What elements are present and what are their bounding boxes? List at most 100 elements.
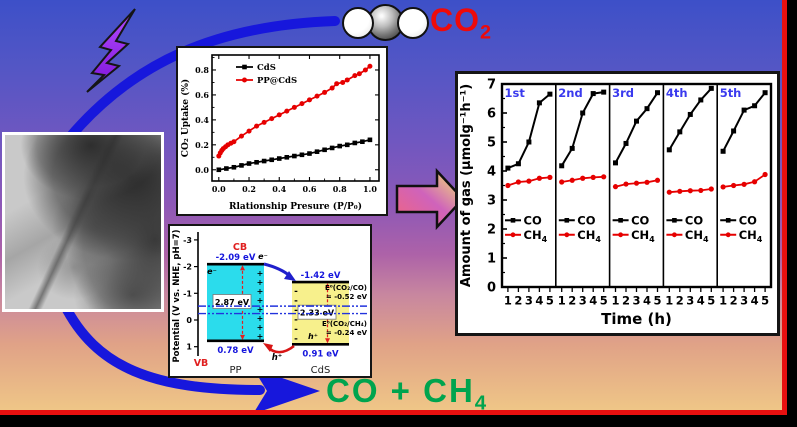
svg-text:PP: PP xyxy=(229,365,241,376)
svg-text:0.2: 0.2 xyxy=(195,140,209,150)
svg-text:1: 1 xyxy=(186,343,192,352)
svg-text:Amount of gas (μmolg⁻¹h⁻¹): Amount of gas (μmolg⁻¹h⁻¹) xyxy=(459,84,474,287)
lightning-icon xyxy=(86,8,136,93)
co2-molecule-icon xyxy=(342,4,430,44)
svg-text:0: 0 xyxy=(487,281,496,296)
svg-text:h⁺: h⁺ xyxy=(272,353,283,363)
svg-text:= -0.24 eV: = -0.24 eV xyxy=(326,329,368,337)
svg-text:CH4: CH4 xyxy=(631,228,655,244)
svg-text:e⁻: e⁻ xyxy=(258,252,268,261)
ch4-series xyxy=(666,186,714,195)
svg-text:1st: 1st xyxy=(505,86,526,100)
svg-text:+: + xyxy=(257,269,264,278)
co2-label: CO2 xyxy=(430,2,492,44)
co-series xyxy=(720,90,768,154)
svg-text:0.8: 0.8 xyxy=(195,65,209,75)
svg-text:CO: CO xyxy=(577,213,595,227)
svg-text:-: - xyxy=(294,287,298,297)
svg-text:0.78 eV: 0.78 eV xyxy=(217,346,254,356)
series-CdS xyxy=(216,137,373,173)
ch4-series xyxy=(720,171,768,190)
svg-text:-: - xyxy=(294,297,298,307)
svg-text:-2: -2 xyxy=(183,263,192,272)
co2-label-main: CO xyxy=(430,2,480,38)
svg-text:-: - xyxy=(294,306,298,316)
svg-text:5: 5 xyxy=(761,294,769,308)
svg-text:5: 5 xyxy=(707,294,715,308)
svg-text:0.0: 0.0 xyxy=(195,165,209,175)
svg-text:3rd: 3rd xyxy=(612,86,634,100)
co-series xyxy=(613,90,660,166)
svg-text:E⁰(CO₂/CO): E⁰(CO₂/CO) xyxy=(325,284,367,292)
svg-text:+: + xyxy=(257,323,264,332)
co2-uptake-chart-svg: 0.0 0.2 0.4 0.6 0.8 1.0 0.0 0.2 0.4 0.6 0.8 Rlation… xyxy=(180,54,380,212)
svg-text:4: 4 xyxy=(751,294,759,308)
svg-text:5: 5 xyxy=(653,294,661,308)
svg-text:1: 1 xyxy=(719,294,727,308)
svg-text:2: 2 xyxy=(676,294,684,308)
svg-text:3: 3 xyxy=(525,294,533,308)
svg-text:-3: -3 xyxy=(183,236,192,245)
co-series xyxy=(505,91,553,171)
series-PP@CdS xyxy=(216,63,373,159)
svg-text:Potential (V vs. NHE, pH=7): Potential (V vs. NHE, pH=7) xyxy=(172,229,182,362)
svg-text:-1.42 eV: -1.42 eV xyxy=(301,271,341,281)
svg-text:+: + xyxy=(257,278,264,287)
svg-text:0.6: 0.6 xyxy=(303,184,317,194)
svg-text:CH4: CH4 xyxy=(524,228,548,244)
svg-text:1: 1 xyxy=(558,294,566,308)
band-diagram-svg: -3 -2 -1 0 1 Potential (V vs. NHE, pH=7) 2.87 … xyxy=(172,229,368,376)
svg-text:4: 4 xyxy=(643,294,651,308)
svg-text:0.2: 0.2 xyxy=(242,184,256,194)
svg-text:CdS: CdS xyxy=(257,63,276,73)
svg-text:5th: 5th xyxy=(720,86,742,100)
svg-text:0.4: 0.4 xyxy=(195,115,209,125)
svg-text:VB: VB xyxy=(194,358,209,369)
cycling-performance-chart: 0 1 2 3 4 5 6 7 Amount of gas (μmolg⁻¹h⁻¹) 1st 1 2 3… xyxy=(455,71,780,336)
svg-text:E⁰(CO₂/CH₄): E⁰(CO₂/CH₄) xyxy=(322,320,367,328)
svg-text:h⁺: h⁺ xyxy=(308,332,318,341)
svg-text:-: - xyxy=(294,325,298,335)
curved-arrow-to-products-icon xyxy=(59,299,320,414)
ch4-series xyxy=(612,177,661,190)
svg-text:CB: CB xyxy=(233,242,247,253)
co-series xyxy=(666,85,714,153)
svg-text:3: 3 xyxy=(579,294,587,308)
oxygen-atom-icon xyxy=(342,7,374,39)
svg-text:-: - xyxy=(294,316,298,326)
svg-text:= -0.52 eV: = -0.52 eV xyxy=(326,293,368,301)
svg-text:2: 2 xyxy=(487,223,496,238)
svg-text:CO: CO xyxy=(524,213,542,227)
svg-text:1.0: 1.0 xyxy=(363,184,377,194)
svg-text:4th: 4th xyxy=(666,86,688,100)
svg-text:-2.09 eV: -2.09 eV xyxy=(216,253,256,263)
svg-text:CH4: CH4 xyxy=(685,228,709,244)
svg-text:4: 4 xyxy=(589,294,597,308)
svg-text:3: 3 xyxy=(740,294,748,308)
svg-text:5: 5 xyxy=(546,294,554,308)
svg-text:CO: CO xyxy=(685,213,703,227)
svg-text:4: 4 xyxy=(697,294,705,308)
red-border-right xyxy=(782,0,787,415)
svg-text:7: 7 xyxy=(487,78,496,93)
svg-text:0.91 eV: 0.91 eV xyxy=(302,349,339,359)
co2-uptake-chart: 0.0 0.2 0.4 0.6 0.8 1.0 0.0 0.2 0.4 0.6 0.8 Rlation… xyxy=(176,46,388,216)
svg-text:0.0: 0.0 xyxy=(212,184,226,194)
svg-text:2: 2 xyxy=(730,294,738,308)
svg-text:CO: CO xyxy=(739,213,757,227)
products-label-sub: 4 xyxy=(474,391,489,415)
svg-text:CO₂ Uptake (%): CO₂ Uptake (%) xyxy=(180,79,191,157)
block-arrow-icon xyxy=(395,167,465,231)
svg-text:6: 6 xyxy=(487,107,496,122)
svg-text:-1: -1 xyxy=(183,289,192,298)
svg-text:e⁻: e⁻ xyxy=(207,267,217,276)
svg-text:+: + xyxy=(257,296,264,305)
svg-text:2: 2 xyxy=(568,294,576,308)
svg-text:2.87 eV: 2.87 eV xyxy=(215,298,250,307)
svg-text:CO: CO xyxy=(631,213,649,227)
products-label-main: CO + CH xyxy=(326,372,475,409)
svg-text:2nd: 2nd xyxy=(558,86,582,100)
ch4-series xyxy=(559,174,607,185)
